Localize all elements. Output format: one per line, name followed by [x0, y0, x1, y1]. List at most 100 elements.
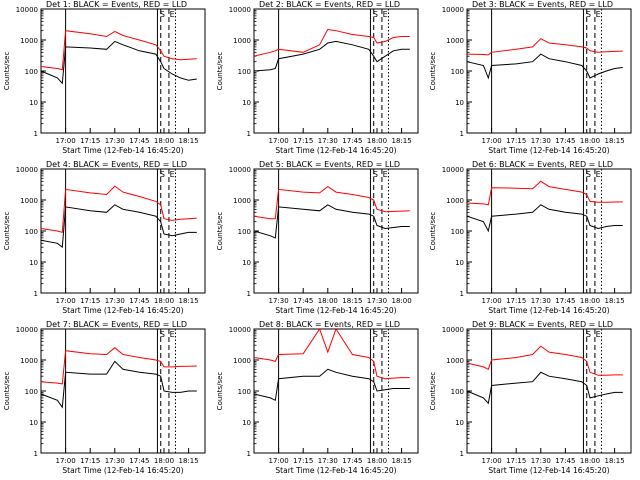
x-tick-label: 17:30	[367, 297, 387, 305]
y-axis-label: Counts/sec	[3, 212, 11, 251]
x-tick-label: 17:15	[506, 297, 526, 305]
x-tick-label: 18:15	[605, 137, 625, 145]
panel-det-4: Det 4: BLACK = Events, RED = LLD 1 10 100 10…	[3, 160, 206, 315]
y-tick-label: 10000	[229, 6, 251, 14]
x-tick-label: 18:00	[580, 297, 600, 305]
x-axis-label: Start Time (12-Feb-14 16:45:20)	[488, 466, 609, 475]
y-tick-label: 1000	[446, 357, 464, 365]
y-tick-label: 100	[238, 388, 251, 396]
x-tick-label: 17:00	[269, 137, 289, 145]
x-tick-label: 17:30	[531, 297, 551, 305]
x-tick-label: 17:30	[269, 297, 289, 305]
y-tick-label: 1000	[446, 37, 464, 45]
series-lld-line	[466, 345, 623, 376]
x-tick-label: 17:00	[482, 137, 502, 145]
x-tick-label: 17:00	[56, 137, 76, 145]
y-axis-label: Counts/sec	[429, 52, 437, 91]
marker-s-label: S	[586, 170, 591, 179]
y-axis-label: Counts/sec	[216, 372, 224, 411]
y-tick-label: 1000	[446, 197, 464, 205]
x-tick-label: 17:15	[80, 297, 100, 305]
marker-e-label: E	[383, 170, 388, 179]
x-tick-label: 18:00	[154, 297, 174, 305]
x-tick-label: 17:15	[293, 457, 313, 465]
y-tick-label: 10	[29, 99, 38, 107]
x-tick-label: 18:15	[179, 137, 199, 145]
y-tick-label: 1000	[20, 37, 38, 45]
series-lld-line	[466, 180, 623, 206]
panel-title: Det 4: BLACK = Events, RED = LLD	[46, 160, 187, 169]
marker-s-label: S	[373, 10, 378, 19]
x-tick-label: 18:00	[580, 137, 600, 145]
y-tick-label: 1	[34, 130, 38, 138]
y-axis-label: Counts/sec	[3, 372, 11, 411]
marker-e-label: E	[170, 170, 175, 179]
x-tick-label: 17:45	[293, 297, 313, 305]
x-tick-label: 17:00	[482, 457, 502, 465]
y-tick-label: 1	[247, 450, 251, 458]
y-tick-label: 100	[451, 388, 464, 396]
panel-title: Det 8: BLACK = Events, RED = LLD	[259, 320, 400, 329]
y-tick-label: 1000	[20, 197, 38, 205]
x-tick-label: 17:45	[555, 137, 575, 145]
y-tick-label: 10	[455, 419, 464, 427]
x-axis-label: Start Time (12-Feb-14 16:45:20)	[275, 146, 396, 155]
y-tick-label: 1000	[233, 357, 251, 365]
marker-e-label: E	[170, 330, 175, 339]
panel-title: Det 7: BLACK = Events, RED = LLD	[46, 320, 187, 329]
x-tick-label: 17:00	[482, 297, 502, 305]
series-lld-line	[40, 347, 197, 385]
marker-e-label: E	[596, 10, 601, 19]
x-axis-label: Start Time (12-Feb-14 16:45:20)	[62, 306, 183, 315]
y-tick-label: 1	[247, 290, 251, 298]
x-tick-label: 18:15	[605, 457, 625, 465]
y-tick-label: 1	[247, 130, 251, 138]
x-tick-label: 17:15	[506, 137, 526, 145]
y-tick-label: 100	[25, 388, 38, 396]
x-tick-label: 17:30	[105, 457, 125, 465]
x-tick-label: 18:15	[342, 297, 362, 305]
y-tick-label: 100	[451, 228, 464, 236]
y-tick-label: 10000	[16, 6, 38, 14]
x-tick-label: 17:30	[318, 137, 338, 145]
series-events-line	[253, 204, 410, 239]
y-tick-label: 1000	[233, 197, 251, 205]
panel-det-3: Det 3: BLACK = Events, RED = LLD 1 10 100 10…	[429, 0, 632, 155]
y-tick-label: 10000	[16, 326, 38, 334]
x-axis-label: Start Time (12-Feb-14 16:45:20)	[488, 306, 609, 315]
x-tick-label: 17:30	[105, 137, 125, 145]
y-tick-label: 10	[455, 259, 464, 267]
x-tick-label: 17:45	[555, 457, 575, 465]
y-tick-label: 10	[242, 99, 251, 107]
y-tick-label: 10000	[442, 166, 464, 174]
y-tick-label: 10000	[229, 326, 251, 334]
y-axis-label: Counts/sec	[429, 212, 437, 251]
panel-det-1: Det 1: BLACK = Events, RED = LLD 1 10 100 10…	[3, 0, 206, 155]
series-lld-line	[253, 327, 410, 380]
x-tick-label: 18:15	[179, 457, 199, 465]
x-tick-label: 18:15	[392, 457, 412, 465]
x-tick-label: 18:15	[605, 297, 625, 305]
y-tick-label: 10000	[229, 166, 251, 174]
series-events-line	[40, 40, 197, 85]
x-tick-label: 18:00	[367, 457, 387, 465]
y-tick-label: 10	[29, 259, 38, 267]
y-tick-label: 100	[238, 228, 251, 236]
x-tick-label: 17:15	[80, 457, 100, 465]
y-tick-label: 1	[34, 290, 38, 298]
x-axis-label: Start Time (12-Feb-14 16:45:20)	[62, 146, 183, 155]
y-tick-label: 1	[460, 290, 464, 298]
series-events-line	[253, 40, 410, 72]
panel-title: Det 3: BLACK = Events, RED = LLD	[472, 0, 613, 9]
series-events-line	[466, 204, 623, 233]
y-tick-label: 10000	[442, 6, 464, 14]
y-tick-label: 100	[451, 68, 464, 76]
x-axis-label: Start Time (12-Feb-14 16:45:20)	[488, 146, 609, 155]
y-axis-label: Counts/sec	[216, 52, 224, 91]
marker-s-label: S	[586, 10, 591, 19]
marker-e-label: E	[596, 170, 601, 179]
x-tick-label: 17:30	[531, 137, 551, 145]
x-tick-label: 18:00	[392, 297, 412, 305]
marker-s-label: S	[373, 330, 378, 339]
marker-e-label: E	[170, 10, 175, 19]
